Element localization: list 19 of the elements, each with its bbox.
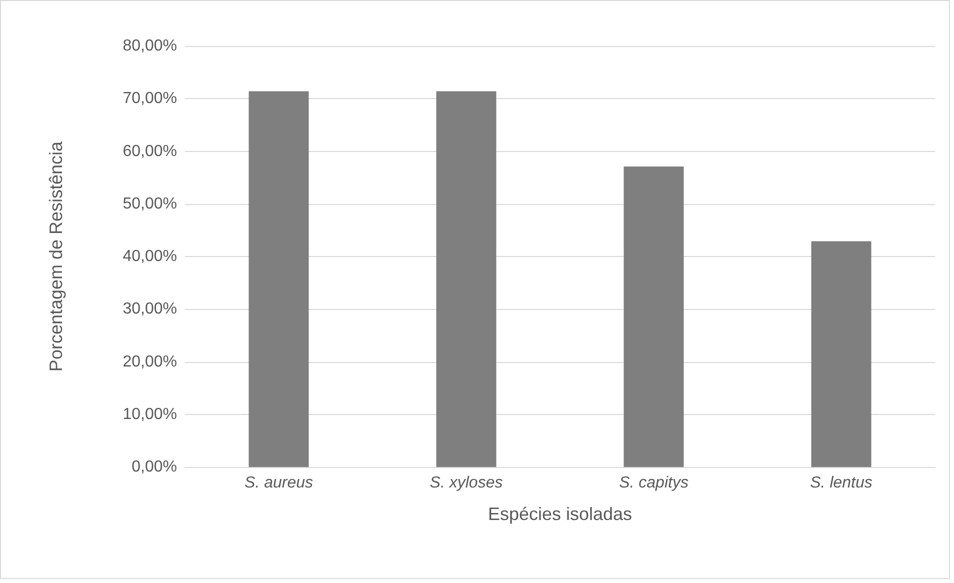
y-tick-label: 60,00% [122,142,177,160]
x-tick-label: S. capitys [619,474,688,492]
y-tick-label: 20,00% [122,353,177,370]
bar [248,91,309,467]
bar [811,241,872,467]
y-tick-label: 40,00% [122,248,177,265]
y-tick-label: 0,00% [132,458,177,476]
y-tick-label: 50,00% [122,195,177,212]
bar [436,91,496,467]
y-tick-label: 70,00% [122,90,177,108]
x-tick-label: S. lentus [810,474,872,492]
x-axis-title: Espécies isoladas [488,504,632,524]
bar [624,166,684,467]
y-tick-label: 30,00% [122,300,177,318]
x-tick-label: S. aureus [244,474,313,492]
x-tick-label: S. xyloses [430,474,503,492]
y-tick-label: 10,00% [122,406,177,423]
y-axis-title: Porcentagem de Resistência [46,140,66,372]
y-tick-label: 80,00% [122,38,177,54]
